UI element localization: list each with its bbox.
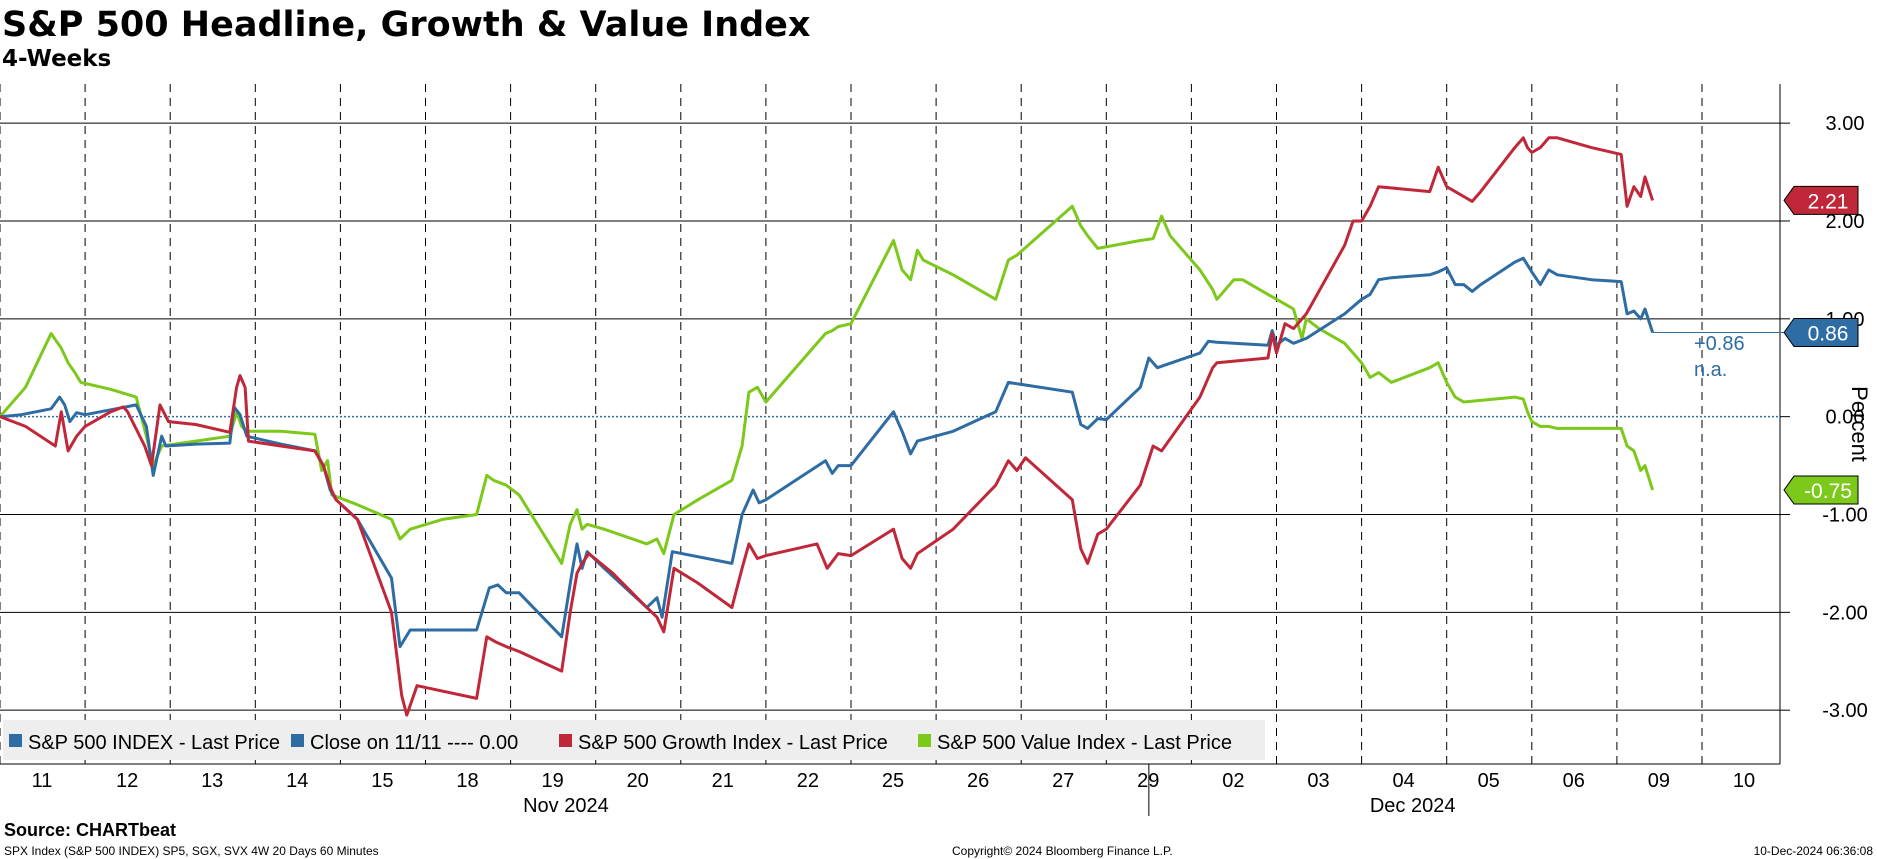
chart-title: S&P 500 Headline, Growth & Value Index — [2, 5, 811, 45]
month-label: Dec 2024 — [1370, 795, 1456, 817]
x-tick-label: 12 — [116, 770, 138, 792]
x-axis: 11 12 13 14 15 18 19 20 21 22 25 26 27 29 02 03 04 05 06 09… — [32, 764, 1755, 817]
legend-entry: Close on 11/11 ---- 0.00 — [310, 732, 518, 754]
timestamp: 10-Dec-2024 06:36:08 — [1754, 844, 1874, 858]
x-tick-label: 02 — [1222, 770, 1244, 792]
y-tick-label: 3.00 — [1826, 113, 1865, 135]
horizontal-gridlines — [0, 84, 1781, 765]
y-axis-title: Percent — [1847, 386, 1872, 462]
x-tick-label: 26 — [967, 770, 989, 792]
last-value-label: -0.75 — [1804, 480, 1852, 503]
x-tick-label: 19 — [541, 770, 563, 792]
x-tick-label: 21 — [712, 770, 734, 792]
legend: S&P 500 INDEX - Last Price Close on 11/11… — [3, 720, 1265, 760]
change-annotation: +0.86 — [1694, 333, 1745, 355]
chart-subtitle: 4-Weeks — [2, 46, 111, 72]
series-line-2 — [0, 136, 1655, 717]
series-descriptor: SPX Index (S&P 500 INDEX) SP5, SGX, SVX … — [4, 844, 379, 858]
last-value-badge — [1783, 318, 1859, 348]
copyright: Copyright© 2024 Bloomberg Finance L.P. — [952, 844, 1173, 858]
x-tick-label: 05 — [1478, 770, 1500, 792]
y-axis: 3.002.001.000.00-1.00-2.00-3.00 — [1780, 113, 1868, 722]
series-lines — [0, 136, 1784, 717]
x-tick-label: 20 — [627, 770, 649, 792]
last-value-label: 0.86 — [1808, 323, 1849, 346]
y-tick-label: 0.00 — [1826, 407, 1865, 429]
source-label: Source: CHARTbeat — [4, 820, 176, 840]
legend-background — [3, 720, 1265, 760]
x-tick-label: 27 — [1052, 770, 1074, 792]
series-line-0 — [0, 256, 1655, 649]
last-value-badges: 2.21 0.86 -0.75 — [1783, 185, 1859, 505]
x-tick-label: 14 — [286, 770, 308, 792]
x-tick-label: 25 — [882, 770, 904, 792]
na-annotation: n.a. — [1694, 359, 1727, 381]
y-tick-label: 2.00 — [1826, 211, 1865, 233]
last-value-badge — [1783, 475, 1859, 505]
x-tick-label: 04 — [1392, 770, 1414, 792]
x-tick-label: 06 — [1563, 770, 1585, 792]
x-tick-label: 13 — [201, 770, 223, 792]
legend-entry: S&P 500 Growth Index - Last Price — [578, 732, 888, 754]
legend-swatch — [9, 734, 22, 747]
legend-swatch — [918, 734, 931, 747]
vertical-gridlines — [0, 84, 1703, 764]
x-tick-label: 18 — [456, 770, 478, 792]
legend-swatch — [291, 734, 304, 747]
legend-entry: S&P 500 INDEX - Last Price — [28, 732, 280, 754]
legend-entry: S&P 500 Value Index - Last Price — [937, 732, 1232, 754]
y-tick-label: -1.00 — [1822, 505, 1868, 527]
y-tick-label: -3.00 — [1822, 700, 1868, 722]
last-value-label: 2.21 — [1808, 190, 1849, 213]
x-tick-label: 29 — [1137, 770, 1159, 792]
x-tick-label: 11 — [32, 770, 53, 792]
y-tick-label: -2.00 — [1822, 602, 1868, 624]
legend-swatch — [559, 734, 572, 747]
x-tick-label: 10 — [1733, 770, 1755, 792]
x-tick-label: 09 — [1648, 770, 1670, 792]
last-value-badge — [1783, 185, 1859, 215]
x-tick-label: 03 — [1307, 770, 1329, 792]
x-tick-label: 22 — [797, 770, 819, 792]
x-tick-label: 15 — [371, 770, 393, 792]
month-label: Nov 2024 — [523, 795, 609, 817]
series-line-3 — [0, 204, 1655, 565]
